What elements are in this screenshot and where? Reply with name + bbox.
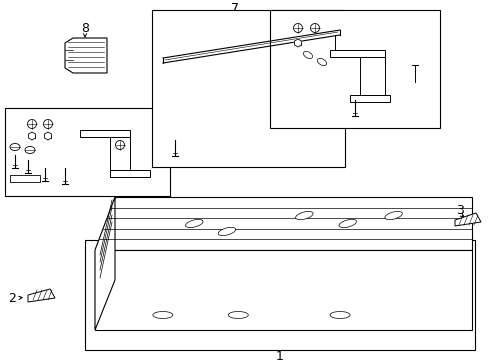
Polygon shape: [28, 289, 55, 302]
Bar: [5, 108, 170, 196]
Polygon shape: [359, 57, 384, 95]
Ellipse shape: [228, 311, 248, 319]
Text: 4: 4: [84, 176, 92, 189]
Circle shape: [27, 120, 37, 129]
Text: 7: 7: [230, 1, 239, 14]
Circle shape: [43, 120, 52, 129]
Polygon shape: [110, 137, 130, 170]
Circle shape: [115, 140, 124, 149]
Polygon shape: [95, 250, 471, 330]
Text: 1: 1: [276, 350, 284, 360]
Ellipse shape: [384, 211, 402, 220]
Bar: [85, 240, 474, 350]
Ellipse shape: [303, 51, 312, 59]
Polygon shape: [95, 197, 471, 250]
Polygon shape: [10, 175, 40, 182]
Text: 3: 3: [455, 203, 463, 216]
Ellipse shape: [295, 211, 312, 220]
Ellipse shape: [153, 311, 172, 319]
Circle shape: [293, 23, 302, 32]
Ellipse shape: [25, 147, 35, 153]
Ellipse shape: [338, 219, 356, 228]
Text: 2: 2: [8, 292, 16, 305]
Polygon shape: [44, 132, 51, 140]
Polygon shape: [65, 38, 107, 73]
Polygon shape: [28, 132, 36, 140]
Polygon shape: [110, 170, 150, 177]
Bar: [269, 10, 439, 128]
Polygon shape: [80, 130, 130, 137]
Polygon shape: [454, 213, 480, 226]
Text: 5: 5: [330, 126, 338, 139]
Text: 6: 6: [10, 115, 18, 125]
Ellipse shape: [317, 58, 326, 66]
Bar: [152, 10, 345, 167]
Ellipse shape: [10, 144, 20, 150]
Text: 6: 6: [401, 13, 407, 23]
Polygon shape: [294, 39, 301, 47]
Ellipse shape: [329, 311, 349, 319]
Polygon shape: [329, 50, 384, 57]
Polygon shape: [95, 197, 115, 330]
Text: 8: 8: [81, 22, 89, 35]
Ellipse shape: [218, 228, 235, 235]
Ellipse shape: [185, 219, 203, 228]
Polygon shape: [349, 95, 389, 102]
Circle shape: [310, 23, 319, 32]
